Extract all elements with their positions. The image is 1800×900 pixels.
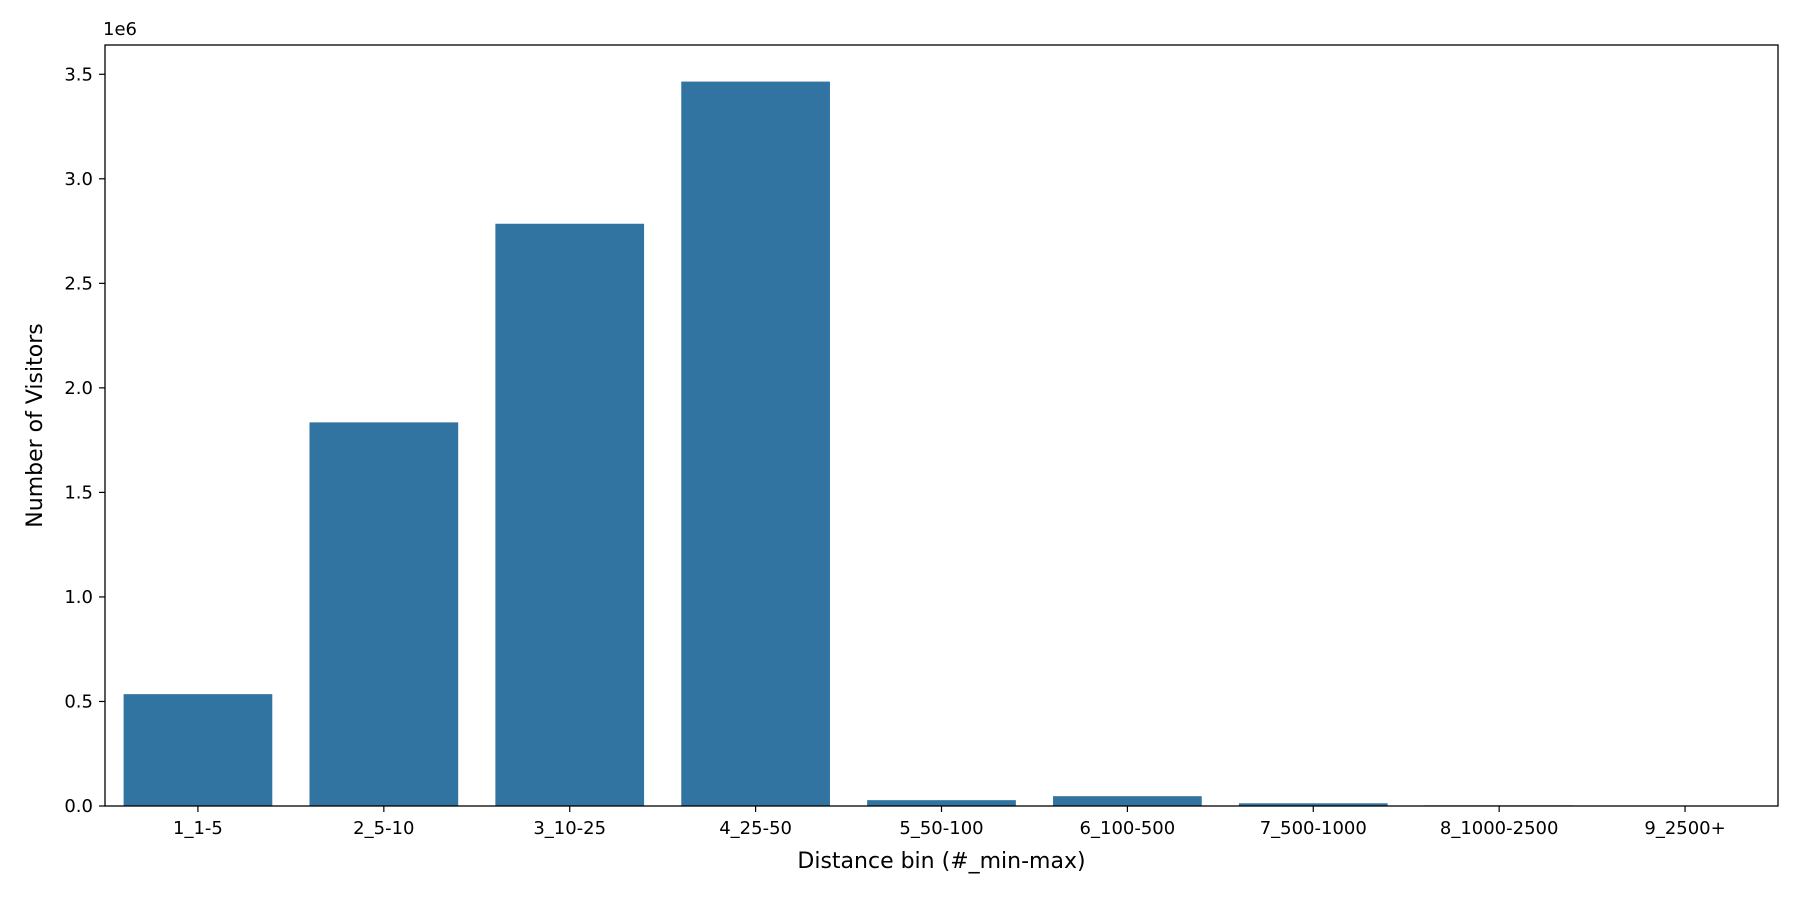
y-axis-offset-label: 1e6 — [103, 19, 137, 40]
x-tick-label: 4_25-50 — [719, 818, 792, 839]
x-tick-label: 7_500-1000 — [1260, 818, 1367, 839]
y-tick-label: 2.5 — [64, 273, 93, 294]
x-tick-label: 1_1-5 — [173, 818, 223, 839]
x-tick-label: 2_5-10 — [353, 818, 414, 839]
bar-6_100-500 — [1053, 796, 1202, 806]
y-tick-label: 3.5 — [64, 64, 93, 85]
y-axis-ticks: 0.0 0.5 1.0 1.5 2.0 2.5 3.0 3.5 — [64, 64, 105, 817]
bars-group — [123, 81, 1760, 807]
bar-3_10-25 — [495, 223, 645, 807]
bar-7_500-1000 — [1238, 803, 1388, 806]
y-tick-label: 3.0 — [64, 169, 93, 190]
bar-2_5-10 — [309, 422, 459, 806]
bar-4_25-50 — [681, 81, 830, 806]
y-tick-label: 2.0 — [64, 378, 93, 399]
bar-5_50-100 — [867, 800, 1016, 806]
x-tick-label: 3_10-25 — [533, 818, 606, 839]
x-tick-label: 9_2500+ — [1644, 818, 1725, 839]
plot-frame — [104, 44, 1779, 807]
x-tick-label: 8_1000-2500 — [1440, 818, 1559, 839]
bar-1_1-5 — [123, 694, 273, 806]
y-tick-label: 0.5 — [64, 691, 93, 712]
y-tick-label: 1.0 — [64, 587, 93, 608]
x-axis-label: Distance bin (#_min-max) — [797, 849, 1085, 874]
x-tick-label: 6_100-500 — [1080, 818, 1176, 839]
x-axis-ticks: 1_1-5 2_5-10 3_10-25 4_25-50 5_50-100 6_100-5… — [173, 806, 1726, 839]
y-tick-label: 0.0 — [64, 796, 93, 817]
y-tick-label: 1.5 — [64, 482, 93, 503]
x-tick-label: 5_50-100 — [899, 818, 983, 839]
y-axis-label: Number of Visitors — [23, 323, 48, 527]
